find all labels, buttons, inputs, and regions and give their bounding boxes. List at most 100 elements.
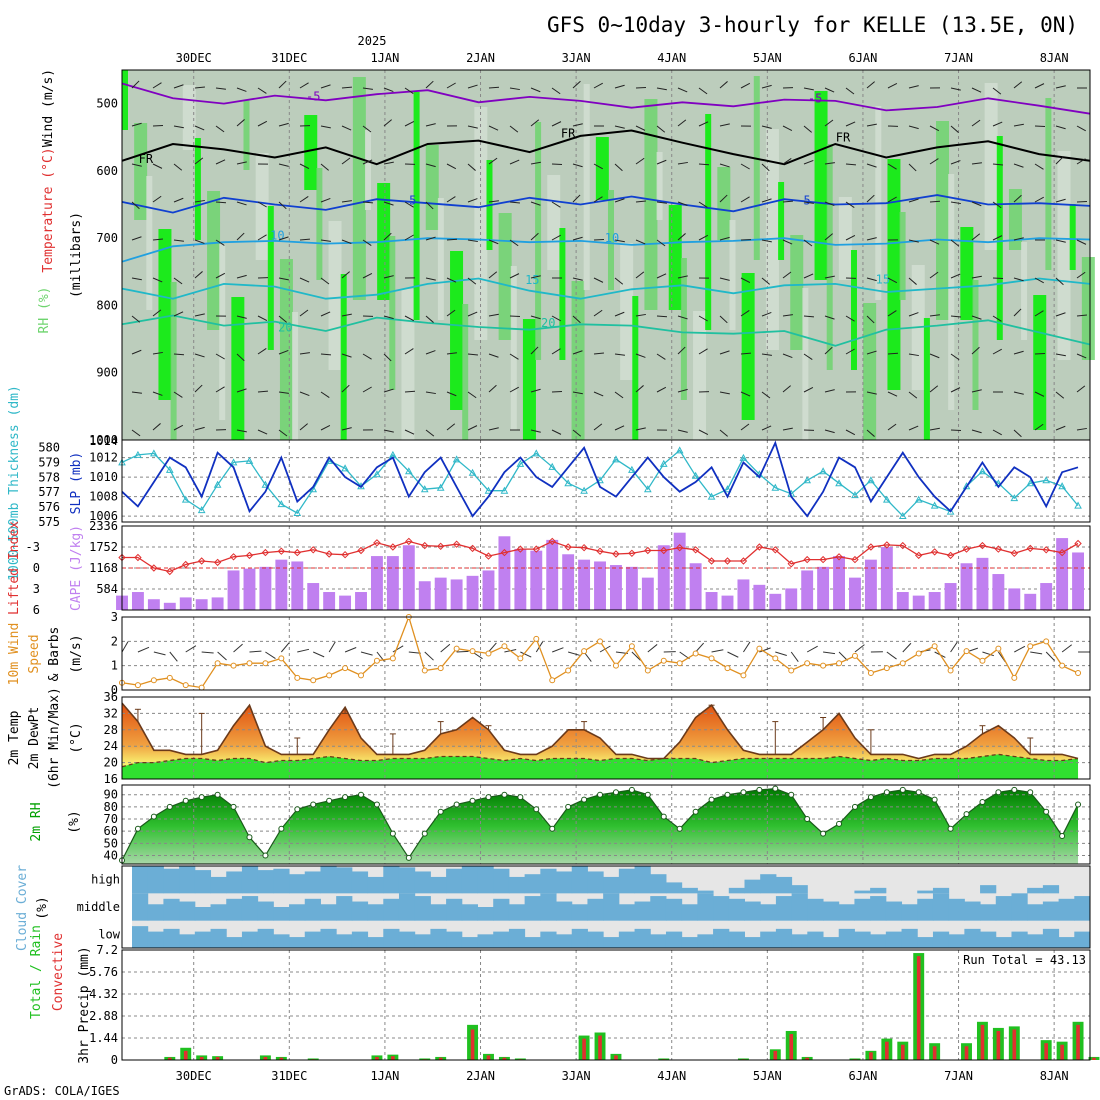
cape-bar	[339, 595, 352, 610]
wind-barb	[740, 423, 750, 431]
rh-marker	[294, 806, 301, 813]
wind-barb	[698, 87, 708, 95]
cloud-bar	[257, 870, 274, 894]
pressure-tick-label: 700	[96, 231, 118, 245]
wind10m-marker	[708, 655, 715, 662]
wind-barb	[299, 309, 309, 317]
wind-barb	[467, 125, 478, 129]
wind-barb	[131, 122, 142, 127]
wind-barb	[131, 391, 142, 394]
cloud-bar	[461, 866, 479, 894]
wind-barb	[215, 201, 227, 204]
pressure-tick-label: 900	[96, 366, 118, 380]
wind-barb	[761, 239, 772, 243]
cloud-bar	[289, 874, 306, 894]
wind-barb	[278, 163, 289, 167]
cloud-bar	[1058, 898, 1075, 921]
wind-barb	[740, 309, 750, 317]
rh-marker	[389, 830, 396, 837]
wind-barb	[425, 163, 436, 168]
rh-marker	[740, 789, 747, 796]
cloud-bar	[634, 928, 651, 948]
wind-barb	[551, 121, 562, 127]
cloud-bar	[524, 896, 541, 921]
cloud-bar	[226, 871, 243, 894]
precip-convective-bar	[167, 1057, 172, 1060]
cloud-bar	[163, 898, 180, 921]
wind10m-marker	[581, 648, 588, 655]
wind-barb	[971, 275, 982, 279]
cloud-bar	[571, 904, 588, 921]
wind10m-marker	[772, 655, 779, 662]
cape-bar	[163, 602, 176, 610]
cloud-bar	[477, 907, 494, 921]
rh-streak	[741, 273, 755, 420]
cloud-bar	[241, 866, 259, 894]
wind10m-marker	[995, 645, 1002, 652]
cloud-bar	[964, 901, 981, 921]
wind-barb	[971, 119, 981, 127]
wind-barb	[572, 123, 583, 127]
thickness-marker	[404, 467, 413, 475]
cape-bar	[259, 566, 272, 610]
wind-barb	[320, 277, 330, 285]
cape-bar	[307, 583, 320, 610]
cloud-units-label: (%)	[35, 896, 50, 919]
rh-marker	[533, 806, 540, 813]
thickness-marker	[564, 479, 572, 487]
wind-barb	[698, 315, 708, 322]
cloud-bar	[791, 893, 808, 921]
wind-barb	[761, 125, 772, 129]
precip-convective-bar	[932, 1046, 937, 1060]
pressure-units-label: (millibars)	[69, 212, 84, 298]
wind-barb	[341, 353, 352, 358]
precip-convective-bar	[391, 1056, 395, 1060]
rh-streak	[413, 92, 420, 320]
wind-barb	[824, 346, 833, 355]
wind10m-barb	[790, 651, 799, 663]
wind-barb	[635, 239, 646, 245]
rh-streak	[668, 205, 682, 310]
lifted-index-marker	[516, 545, 525, 553]
wind-barb	[761, 84, 772, 89]
wind-barb	[257, 315, 268, 321]
cape-bar	[211, 597, 224, 610]
wind10m-panel: 0 1 2 3 10m Wind Speed & Barbs (m/s)	[7, 610, 1091, 697]
cloud-bar	[1027, 934, 1044, 948]
lifted-index-marker	[739, 557, 748, 565]
wind10m-barb	[169, 651, 178, 662]
wind-barb	[740, 352, 752, 355]
wind-barb	[614, 84, 625, 89]
wind-barb	[278, 122, 289, 127]
contour-label: 15	[876, 272, 890, 286]
wind-barb	[866, 123, 877, 127]
lifted-index-marker	[182, 560, 190, 569]
cloud-bar	[556, 871, 573, 894]
wind-barb	[341, 157, 351, 165]
temp-tick-label: 28	[104, 723, 118, 737]
cape-bar	[689, 563, 702, 610]
cloud-bar	[446, 868, 463, 894]
wind-barb	[131, 80, 140, 89]
thickness-marker	[914, 495, 923, 503]
wind-barb	[488, 86, 500, 89]
lifted-index-marker	[628, 549, 636, 558]
wind10m-barb	[886, 651, 897, 660]
wind-barb	[929, 427, 940, 431]
wind-barb	[782, 125, 793, 131]
rh-marker	[660, 813, 667, 820]
cape-bar	[641, 577, 654, 610]
thickness-marker	[229, 458, 238, 466]
wind-barb	[236, 161, 247, 165]
cape-bar	[402, 545, 415, 610]
rh-tick-label: 90	[104, 788, 118, 802]
rh-streak	[717, 167, 731, 240]
cloud-bar	[587, 931, 604, 948]
rh-streak	[122, 70, 128, 130]
cloud-bar	[1074, 931, 1091, 948]
wind-barb	[215, 386, 225, 393]
thickness-tick-label: 580	[38, 440, 60, 454]
lifted-index-marker	[899, 541, 907, 550]
cloud-bar	[461, 937, 479, 948]
wind-barb	[719, 429, 728, 437]
